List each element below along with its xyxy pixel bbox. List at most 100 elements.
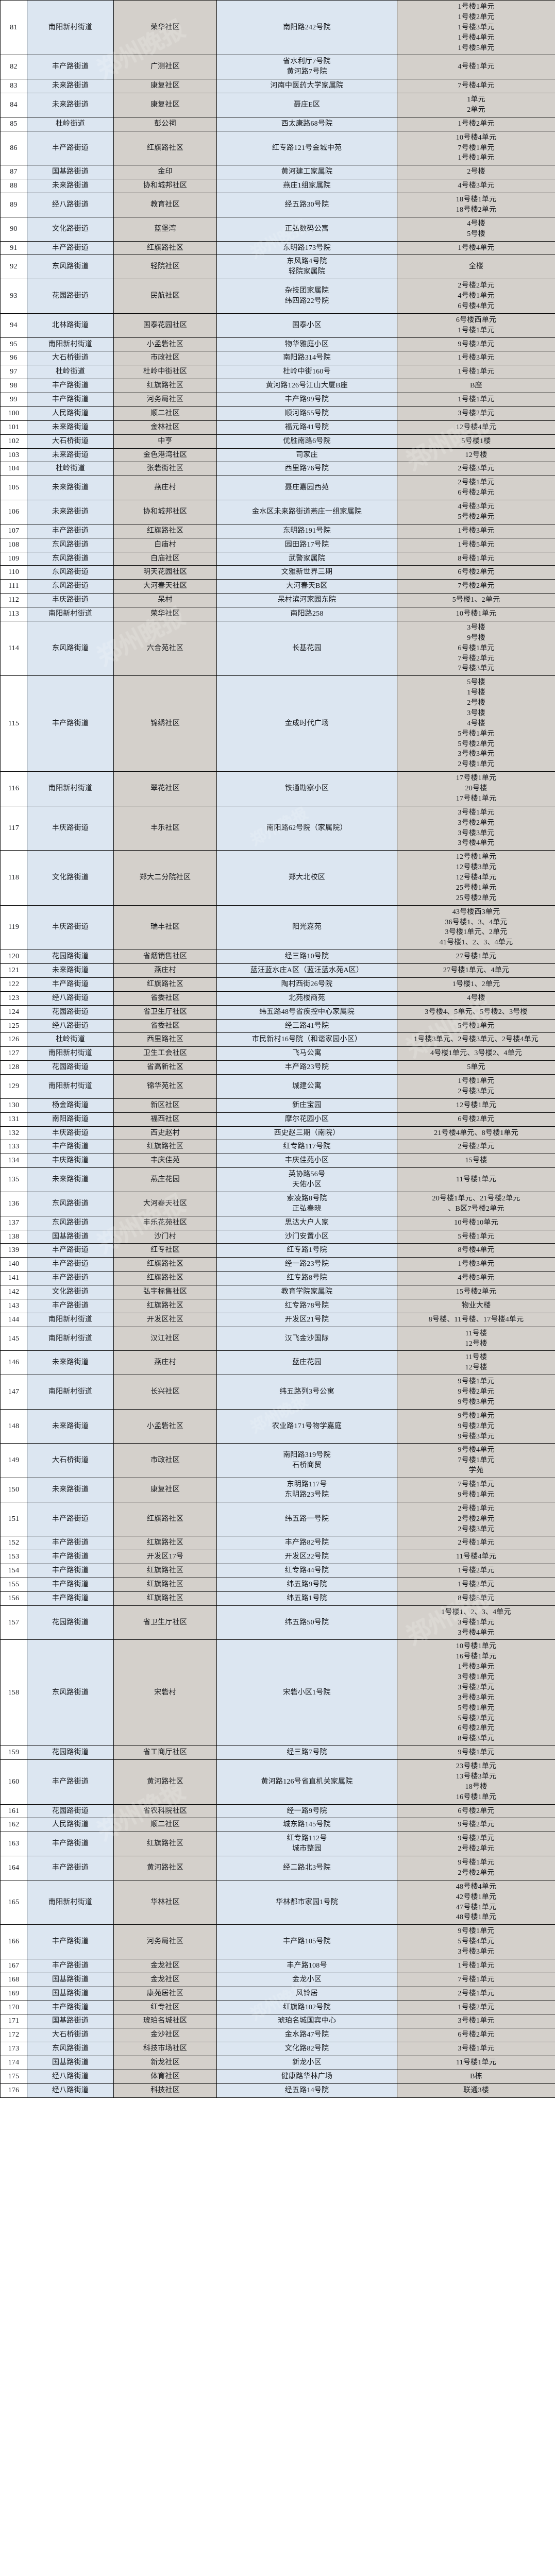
building-unit: 3号楼1单元 3号楼2单元 3号楼3单元 3号楼4单元	[397, 805, 555, 851]
address-name-text: 纬五路9号院	[287, 1581, 327, 1588]
text-line: 12号楼	[465, 1364, 487, 1372]
building-unit: 10号楼4单元 7号楼1单元 1号楼1单元	[397, 130, 555, 166]
community-name-text: 杜岭中街社区	[143, 368, 188, 376]
row-index: 137	[0, 1215, 27, 1230]
address-name: 经三路7号院	[216, 1745, 397, 1760]
table-row: 122 丰产路街道 红旗路社区 陶村西街26号院 1号楼1、2单元	[0, 977, 555, 992]
street-name-text: 南阳新村街道	[48, 340, 93, 348]
row-index: 174	[0, 2056, 27, 2070]
text-line: 5号楼1单元	[458, 1704, 495, 1712]
address-name-text: 省水利厅7号院 黄河路7号院	[218, 57, 396, 77]
building-unit: 11号楼1单元	[397, 1167, 555, 1192]
table-row: 117 丰庆路街道 丰乐社区 南阳路62号院（家属院） 3号楼1单元 3号楼2单元 3号楼3…	[0, 805, 555, 851]
table-row: 154 丰产路街道 红旗路社区 红专路44号院 1号楼2单元	[0, 1564, 555, 1578]
street-name: 经八路街道	[27, 991, 114, 1006]
address-name: 索凌路8号院 正弘春晓	[216, 1191, 397, 1216]
street-name-text: 未来路街道	[52, 1422, 89, 1430]
text-line: 16号楼1单元	[456, 1793, 497, 1801]
address-name: 丰产路23号院	[216, 1060, 397, 1075]
text-line: 12号楼3单元	[456, 863, 497, 872]
street-name: 经八路街道	[27, 2083, 114, 2098]
table-row: 166 丰产路街道 河务局社区 丰产路105号院 9号楼1单元 5号楼4单元 3号楼3单元	[0, 1924, 555, 1959]
street-name-text: 南阳新村街道	[48, 1898, 93, 1906]
row-index-text: 88	[10, 182, 18, 190]
building-unit: 15号楼	[397, 1154, 555, 1168]
text-line: 5号楼2单元	[458, 513, 495, 521]
row-index: 104	[0, 462, 27, 477]
community-name: 省卫生厅社区	[113, 1005, 217, 1020]
row-index-text: 133	[8, 1143, 20, 1151]
table-row: 147 南阳新村街道 长兴社区 纬五路列3号公寓 9号楼1单元 9号楼2单元 9号楼3单元	[0, 1375, 555, 1410]
community-name-text: 顺二社区	[150, 409, 180, 417]
table-row: 94 北林路街道 国泰花园社区 国泰小区 6号楼西单元 1号楼1单元	[0, 313, 555, 338]
community-name: 顺二社区	[113, 406, 217, 421]
street-name: 人民路街道	[27, 406, 114, 421]
address-name: 英协路56号 天佑小区	[216, 1167, 397, 1192]
text-line: 9号楼1单元	[458, 1927, 495, 1936]
building-unit: 8号楼、11号楼、17号楼4单元	[397, 1312, 555, 1327]
community-name-text: 大河春天社区	[143, 1199, 188, 1208]
community-name-text: 西史赵村	[150, 1129, 180, 1137]
street-name-text: 文化路街道	[52, 874, 89, 882]
row-index: 84	[0, 93, 27, 117]
address-name: 经三路41号院	[216, 1019, 397, 1033]
address-name: 纬五路一号院	[216, 1501, 397, 1537]
building-unit-text: 2号楼1单元 6号楼2单元	[398, 478, 554, 498]
address-name-text: 开发区22号院	[284, 1553, 329, 1561]
row-index: 120	[0, 950, 27, 964]
street-name-text: 东风路街道	[52, 554, 89, 563]
row-index: 121	[0, 963, 27, 978]
row-index-text: 150	[8, 1485, 20, 1494]
text-line: 2号楼3单元	[458, 1525, 495, 1533]
street-name-text: 东风路街道	[52, 644, 89, 652]
row-index: 117	[0, 805, 27, 851]
row-index-text: 124	[8, 1008, 20, 1016]
address-name: 开发区21号院	[216, 1312, 397, 1327]
row-index: 131	[0, 1112, 27, 1127]
row-index: 81	[0, 0, 27, 56]
address-name-text: 福元路41号院	[284, 423, 329, 431]
address-name: 经二路北3号院	[216, 1856, 397, 1880]
row-index: 111	[0, 579, 27, 594]
row-index: 157	[0, 1605, 27, 1640]
row-index: 118	[0, 850, 27, 906]
community-name: 红旗路社区	[113, 241, 217, 256]
building-unit: 1号楼1单元	[397, 393, 555, 407]
row-index: 133	[0, 1140, 27, 1155]
street-name-text: 南阳新村街道	[48, 610, 93, 618]
table-row: 159 花园路街道 省工商厅社区 经三路7号院 9号楼1单元	[0, 1745, 555, 1760]
table-row: 106 未来路街道 协和城邦社区 金水区未来路街道燕庄一组家属院 4号楼3单元 5号楼2单…	[0, 500, 555, 524]
building-unit-text: 2号楼2单元	[458, 1143, 495, 1151]
building-unit-text: 15号楼2单元	[456, 1288, 497, 1296]
community-name: 金印	[113, 165, 217, 180]
text-line: 10号楼4单元	[456, 133, 497, 142]
building-unit: 1号楼3单元	[397, 351, 555, 366]
community-name-text: 丰乐花苑社区	[143, 1218, 188, 1227]
community-name-text: 红旗路社区	[147, 1840, 183, 1848]
community-name-text: 新区社区	[150, 1101, 180, 1109]
text-line: 9号楼	[467, 634, 485, 642]
community-name: 红旗路社区	[113, 1591, 217, 1606]
text-line: 7号楼3单元	[458, 665, 495, 673]
street-name-text: 丰产路街道	[52, 1301, 89, 1310]
address-name-text: 红专路112号 城市整园	[218, 1834, 396, 1854]
street-name: 未来路街道	[27, 179, 114, 193]
row-index: 101	[0, 420, 27, 435]
street-name: 花园路街道	[27, 1804, 114, 1819]
text-line: 1号楼4单元	[458, 33, 495, 42]
address-name-text: 红旗路102号院	[283, 2003, 331, 2011]
community-name: 市政社区	[113, 1443, 217, 1478]
address-name: 黄河路126号江山大厦B座	[216, 379, 397, 393]
address-name: 飞马公寓	[216, 1046, 397, 1061]
row-index: 154	[0, 1564, 27, 1578]
street-name: 大石桥街道	[27, 1443, 114, 1478]
building-unit: 3号楼 9号楼 6号楼1单元 7号楼2单元 7号楼3单元	[397, 620, 555, 676]
building-unit: 1号楼2单元	[397, 1578, 555, 1592]
address-name: 燕庄1组家属院	[216, 179, 397, 193]
address-name: 纬五路50号院	[216, 1605, 397, 1640]
row-index-text: 112	[8, 596, 20, 604]
address-name: 省水利厅7号院 黄河路7号院	[216, 55, 397, 80]
text-line: 5号楼2单元	[458, 740, 495, 748]
control-area-table-sheet: 81 南阳新村街道 荣华社区 南阳路242号院 1号楼1单元 1号楼2单元 1号楼3单元 1号…	[0, 0, 555, 2098]
table-row: 119 丰庆路街道 瑞丰社区 阳光嘉苑 43号楼西3单元 36号楼1、3、4单元 3号楼1单…	[0, 905, 555, 951]
